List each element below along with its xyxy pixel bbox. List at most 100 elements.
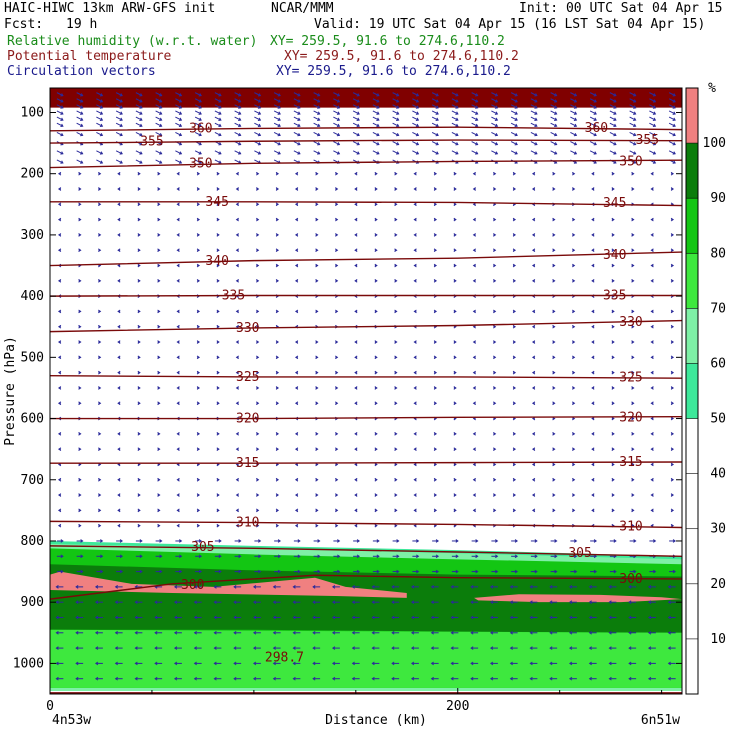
vector-head bbox=[193, 630, 197, 635]
vector-head bbox=[159, 142, 163, 146]
vector-head bbox=[433, 263, 438, 268]
vector-head bbox=[531, 462, 536, 467]
vector-head bbox=[415, 99, 420, 103]
vector-head bbox=[514, 142, 518, 146]
vector-head bbox=[591, 233, 595, 237]
vector-arrow bbox=[273, 98, 281, 103]
vector-head bbox=[489, 646, 494, 650]
vector-arrow bbox=[333, 141, 340, 146]
vector-head bbox=[335, 523, 339, 528]
vector-arrow bbox=[392, 131, 399, 136]
vector-head bbox=[315, 233, 319, 237]
vector-arrow bbox=[155, 150, 162, 155]
vector-head bbox=[60, 151, 64, 155]
vector-head bbox=[157, 248, 161, 253]
vector-head bbox=[670, 248, 675, 253]
vector-head bbox=[218, 132, 222, 137]
colorbar-unit: % bbox=[708, 81, 716, 96]
vector-head bbox=[591, 462, 595, 467]
vector-head bbox=[117, 370, 121, 375]
vector-head bbox=[252, 630, 257, 635]
vector-head bbox=[394, 233, 398, 237]
vector-head bbox=[391, 585, 395, 589]
vector-head bbox=[218, 554, 222, 559]
vector-arrow bbox=[115, 92, 123, 97]
y-tick-label: 700 bbox=[21, 473, 44, 488]
vector-head bbox=[512, 508, 517, 513]
vector-head bbox=[453, 355, 457, 360]
vector-head bbox=[552, 217, 556, 222]
vector-head bbox=[455, 111, 459, 115]
vector-head bbox=[315, 432, 319, 436]
vector-head bbox=[216, 447, 220, 451]
vector-head bbox=[534, 105, 538, 109]
vector-head bbox=[413, 462, 417, 467]
vector-arrow bbox=[155, 110, 162, 115]
vector-head bbox=[611, 493, 615, 497]
vector-head bbox=[354, 187, 358, 191]
vector-arrow bbox=[550, 116, 557, 121]
vector-head bbox=[60, 93, 64, 97]
vector-head bbox=[275, 508, 280, 513]
vector-head bbox=[374, 217, 378, 222]
vector-head bbox=[652, 160, 657, 164]
vector-head bbox=[238, 151, 242, 155]
vector-head bbox=[376, 123, 380, 128]
vector-head bbox=[572, 248, 576, 253]
vector-arrow bbox=[135, 131, 143, 136]
vector-head bbox=[173, 615, 178, 620]
vector-head bbox=[394, 217, 398, 222]
vector-head bbox=[354, 340, 358, 344]
vector-head bbox=[493, 309, 497, 314]
vector-head bbox=[213, 630, 217, 635]
vector-head bbox=[512, 324, 517, 329]
vector-arrow bbox=[491, 122, 498, 127]
vector-head bbox=[433, 462, 438, 467]
vector-head bbox=[531, 278, 536, 283]
vector-head bbox=[196, 355, 201, 360]
vector-arrow bbox=[313, 141, 320, 146]
vector-head bbox=[275, 248, 280, 253]
vector-head bbox=[493, 401, 497, 406]
vector-head bbox=[672, 160, 676, 164]
vector-head bbox=[650, 493, 654, 497]
vector-head bbox=[489, 600, 494, 605]
vector-head bbox=[117, 401, 121, 406]
vector-head bbox=[593, 99, 597, 103]
vector-head bbox=[549, 600, 553, 605]
vector-head bbox=[137, 171, 141, 176]
vector-head bbox=[396, 539, 400, 543]
vector-head bbox=[472, 233, 476, 237]
vector-arrow bbox=[254, 131, 261, 136]
vector-head bbox=[157, 432, 161, 436]
vector-head bbox=[475, 111, 479, 115]
vector-head bbox=[413, 187, 417, 191]
colorbar-label: 40 bbox=[710, 467, 726, 482]
vector-head bbox=[554, 142, 558, 146]
vector-head bbox=[450, 646, 454, 650]
vector-arrow bbox=[194, 131, 202, 136]
vector-arrow bbox=[273, 110, 281, 115]
vector-arrow bbox=[254, 98, 261, 103]
vector-head bbox=[572, 493, 576, 497]
vector-arrow bbox=[431, 150, 439, 155]
vector-head bbox=[631, 263, 635, 268]
vector-head bbox=[134, 630, 138, 635]
vector-head bbox=[256, 263, 260, 268]
vector-head bbox=[611, 233, 615, 237]
vector-head bbox=[374, 171, 378, 176]
vector-arrow bbox=[491, 110, 498, 115]
vector-arrow bbox=[293, 131, 301, 136]
vector-arrow bbox=[194, 150, 202, 155]
vector-head bbox=[554, 105, 558, 109]
vector-head bbox=[531, 217, 536, 222]
vector-head bbox=[475, 569, 479, 574]
vector-arrow bbox=[273, 131, 281, 136]
vector-head bbox=[337, 554, 341, 559]
vector-head bbox=[433, 386, 438, 390]
rh-region-0 bbox=[50, 88, 682, 108]
vector-head bbox=[213, 600, 217, 605]
vector-head bbox=[233, 676, 237, 681]
vector-head bbox=[650, 416, 654, 421]
forecast-label: Fcst: bbox=[4, 17, 44, 32]
